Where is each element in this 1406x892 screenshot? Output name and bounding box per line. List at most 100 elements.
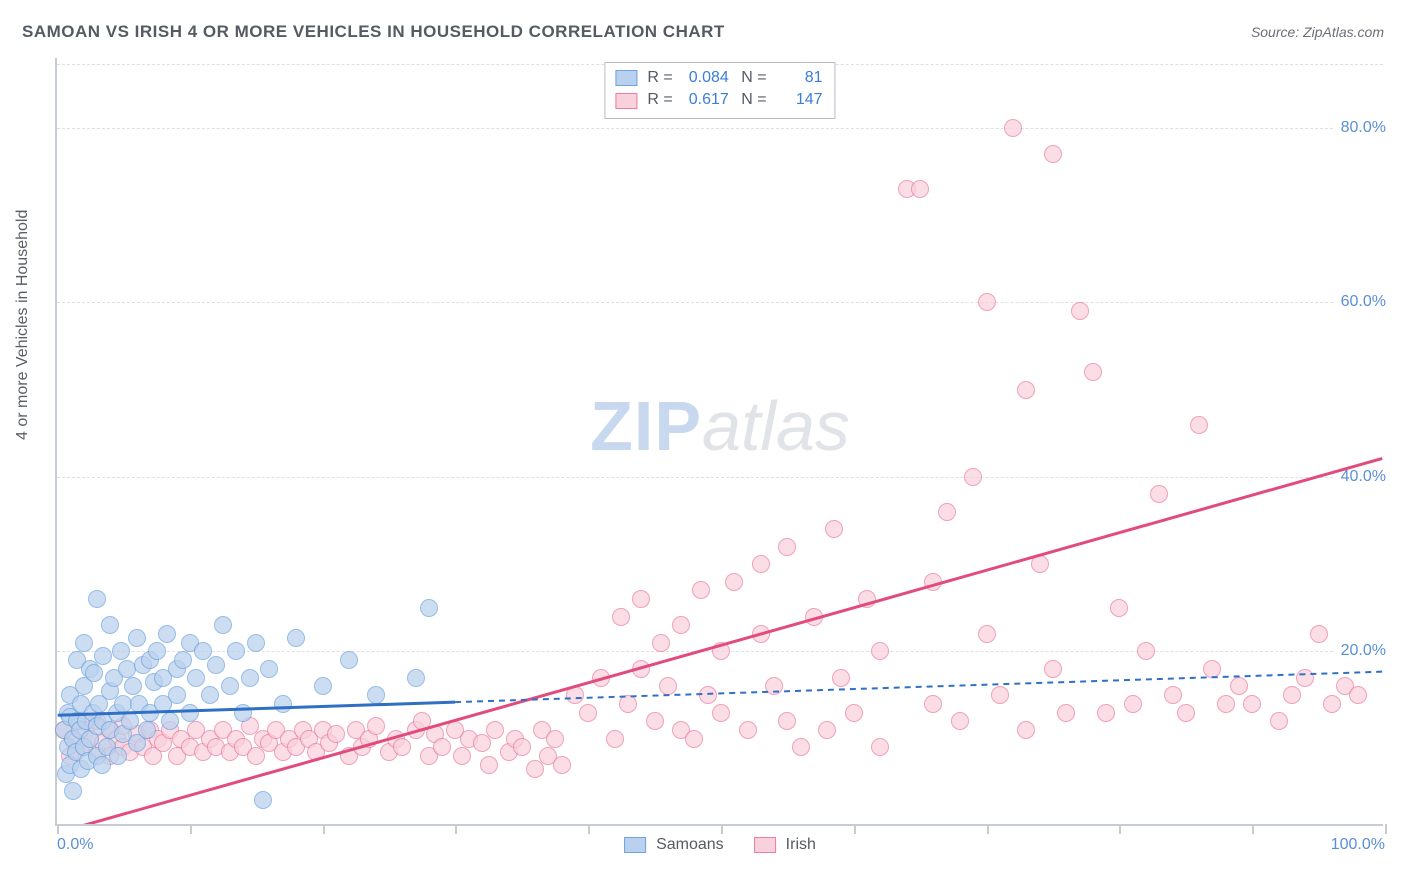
data-point-irish [1230, 677, 1248, 695]
data-point-irish [513, 738, 531, 756]
data-point-samoans [221, 677, 239, 695]
data-point-samoans [161, 712, 179, 730]
data-point-irish [1137, 642, 1155, 660]
data-point-samoans [158, 625, 176, 643]
data-point-samoans [174, 651, 192, 669]
data-point-samoans [187, 669, 205, 687]
data-point-irish [692, 581, 710, 599]
data-point-samoans [121, 712, 139, 730]
data-point-irish [579, 704, 597, 722]
data-point-samoans [148, 642, 166, 660]
stat-n-samoans: 81 [775, 67, 823, 89]
data-point-irish [1084, 363, 1102, 381]
data-point-irish [1310, 625, 1328, 643]
data-point-irish [712, 704, 730, 722]
scatter-points [57, 58, 1383, 824]
data-point-samoans [420, 599, 438, 617]
data-point-samoans [274, 695, 292, 713]
data-point-irish [632, 590, 650, 608]
source-label: Source: ZipAtlas.com [1251, 24, 1384, 40]
data-point-samoans [254, 791, 272, 809]
data-point-samoans [128, 629, 146, 647]
data-point-irish [619, 695, 637, 713]
data-point-irish [486, 721, 504, 739]
data-point-samoans [367, 686, 385, 704]
data-point-irish [473, 734, 491, 752]
stats-box: R = 0.084 N = 81 R = 0.617 N = 147 [604, 62, 835, 119]
data-point-irish [247, 747, 265, 765]
data-point-samoans [101, 616, 119, 634]
y-axis-label: 4 or more Vehicles in Household [14, 210, 32, 440]
data-point-samoans [201, 686, 219, 704]
data-point-irish [1296, 669, 1314, 687]
data-point-samoans [241, 669, 259, 687]
data-point-irish [1031, 555, 1049, 573]
data-point-samoans [340, 651, 358, 669]
data-point-irish [1044, 145, 1062, 163]
data-point-irish [1270, 712, 1288, 730]
data-point-irish [792, 738, 810, 756]
data-point-irish [699, 686, 717, 704]
data-point-irish [685, 730, 703, 748]
data-point-samoans [227, 642, 245, 660]
data-point-irish [938, 503, 956, 521]
data-point-samoans [247, 634, 265, 652]
data-point-samoans [138, 721, 156, 739]
data-point-irish [480, 756, 498, 774]
stat-n-irish: 147 [775, 89, 823, 111]
legend-swatch-blue-icon [624, 837, 646, 853]
data-point-irish [1124, 695, 1142, 713]
data-point-irish [1150, 485, 1168, 503]
data-point-irish [1177, 704, 1195, 722]
data-point-irish [612, 608, 630, 626]
data-point-irish [672, 616, 690, 634]
data-point-samoans [287, 629, 305, 647]
data-point-irish [367, 717, 385, 735]
data-point-irish [1071, 302, 1089, 320]
stats-row-samoans: R = 0.084 N = 81 [615, 67, 822, 89]
data-point-irish [646, 712, 664, 730]
data-point-irish [566, 686, 584, 704]
data-point-irish [1190, 416, 1208, 434]
legend-label-samoans: Samoans [656, 836, 724, 854]
data-point-samoans [314, 677, 332, 695]
data-point-samoans [234, 704, 252, 722]
data-point-irish [805, 608, 823, 626]
data-point-irish [652, 634, 670, 652]
x-tick-label: 100.0% [1331, 836, 1385, 854]
data-point-samoans [207, 656, 225, 674]
data-point-irish [752, 625, 770, 643]
data-point-irish [778, 712, 796, 730]
data-point-irish [526, 760, 544, 778]
stat-r-irish: 0.617 [681, 89, 729, 111]
chart-title: SAMOAN VS IRISH 4 OR MORE VEHICLES IN HO… [22, 22, 725, 42]
swatch-blue-icon [615, 70, 637, 86]
data-point-irish [951, 712, 969, 730]
legend-item-irish: Irish [754, 836, 816, 854]
data-point-irish [553, 756, 571, 774]
data-point-irish [393, 738, 411, 756]
data-point-irish [1017, 721, 1035, 739]
data-point-irish [778, 538, 796, 556]
data-point-irish [592, 669, 610, 687]
data-point-irish [1004, 119, 1022, 137]
swatch-pink-icon [615, 93, 637, 109]
data-point-irish [739, 721, 757, 739]
data-point-samoans [124, 677, 142, 695]
data-point-irish [924, 573, 942, 591]
data-point-samoans [88, 590, 106, 608]
data-point-irish [1097, 704, 1115, 722]
data-point-irish [1349, 686, 1367, 704]
title-bar: SAMOAN VS IRISH 4 OR MORE VEHICLES IN HO… [22, 22, 1384, 42]
data-point-irish [1044, 660, 1062, 678]
data-point-irish [924, 695, 942, 713]
data-point-samoans [168, 686, 186, 704]
data-point-samoans [407, 669, 425, 687]
legend: Samoans Irish [624, 836, 816, 854]
data-point-irish [433, 738, 451, 756]
data-point-samoans [260, 660, 278, 678]
data-point-irish [327, 725, 345, 743]
data-point-irish [1217, 695, 1235, 713]
data-point-irish [818, 721, 836, 739]
data-point-irish [978, 625, 996, 643]
